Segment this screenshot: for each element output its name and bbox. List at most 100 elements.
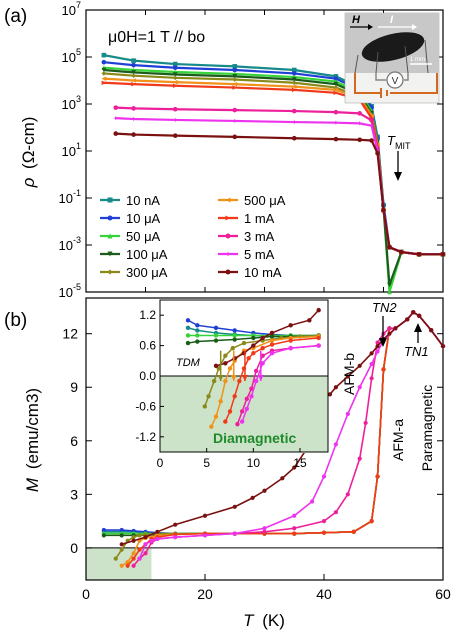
data-point xyxy=(131,70,136,75)
legend-marker xyxy=(225,233,231,239)
series-10-mA xyxy=(113,131,446,257)
tmit-annotation: TMIT xyxy=(387,133,411,181)
y-tick-label: 0 xyxy=(70,540,78,556)
data-point xyxy=(119,547,124,552)
data-point xyxy=(137,556,142,561)
data-point xyxy=(291,108,297,114)
panel-b-y-unit: (emu/cm3) xyxy=(23,388,42,469)
data-point xyxy=(321,530,327,535)
data-point xyxy=(288,345,293,351)
data-point xyxy=(316,335,321,341)
data-point xyxy=(206,394,211,399)
legend-marker xyxy=(225,251,231,257)
inset-series-10-mA xyxy=(213,307,321,369)
data-point xyxy=(195,328,200,333)
tn1-label: TN1 xyxy=(404,344,429,359)
data-point xyxy=(369,138,374,143)
data-point xyxy=(280,476,285,481)
data-point xyxy=(269,338,275,343)
data-point xyxy=(211,378,217,384)
data-point xyxy=(131,78,136,83)
data-point xyxy=(387,244,392,250)
data-point xyxy=(251,335,256,341)
x-tick-label: 40 xyxy=(316,586,332,602)
inset-series-5-mA xyxy=(239,343,321,424)
data-point xyxy=(244,396,249,401)
legend-marker xyxy=(107,233,113,239)
data-point xyxy=(357,385,362,390)
legend-label: 3 mA xyxy=(244,229,275,244)
data-point xyxy=(345,492,350,497)
data-point xyxy=(253,378,259,384)
data-point xyxy=(375,150,380,156)
data-point xyxy=(260,345,265,351)
legend-marker xyxy=(107,215,113,221)
data-point xyxy=(131,551,136,556)
series-line xyxy=(115,106,443,256)
data-point xyxy=(125,560,130,565)
sample-photo-inset: 1 mm V H I xyxy=(344,12,440,104)
data-point xyxy=(416,252,422,257)
data-point xyxy=(239,419,245,424)
data-point xyxy=(195,323,200,328)
legend-marker xyxy=(225,269,231,275)
data-point xyxy=(119,533,124,538)
inset-series-500-μA xyxy=(209,334,321,429)
data-point xyxy=(101,59,107,65)
data-point xyxy=(291,135,297,141)
data-point xyxy=(227,366,233,371)
legend-label: 10 nA xyxy=(126,193,160,208)
data-point xyxy=(216,366,221,371)
data-point xyxy=(269,334,275,339)
data-point xyxy=(202,513,208,518)
inset-series xyxy=(185,307,321,429)
data-point xyxy=(155,536,160,542)
data-point xyxy=(101,527,106,533)
data-point xyxy=(387,326,392,331)
data-point xyxy=(369,361,374,367)
data-point xyxy=(195,339,200,344)
data-point xyxy=(101,80,107,86)
inset-y-tick-label: -1.2 xyxy=(135,430,156,444)
tdm-arrowhead xyxy=(217,374,224,381)
panel-b-x-axis-label: T (K) xyxy=(243,611,285,630)
data-point xyxy=(213,325,219,331)
data-point xyxy=(369,123,374,128)
panel-b-y-axis-label: M (emu/cm3) xyxy=(23,388,42,492)
panel-b: (b) 0 3 6 9 12 0 20 40 60 M (emu/cm3) T (K) AFM-… xyxy=(4,297,451,630)
data-point xyxy=(237,378,242,384)
data-point xyxy=(232,328,237,333)
data-point xyxy=(101,71,107,76)
data-point xyxy=(223,378,228,384)
y-tick-label: 105 xyxy=(62,47,81,65)
data-point xyxy=(269,330,275,336)
data-point xyxy=(131,116,136,122)
data-point xyxy=(232,74,238,79)
afm-b-label: AFM-b xyxy=(341,353,357,395)
legend-label: 500 μA xyxy=(244,193,286,208)
data-point xyxy=(250,495,255,500)
data-point xyxy=(333,109,339,115)
data-point xyxy=(357,456,362,461)
data-point xyxy=(131,81,136,87)
data-point xyxy=(292,526,297,531)
data-point xyxy=(327,392,333,397)
legend-item: 10 nA xyxy=(100,193,160,208)
data-point xyxy=(213,363,219,369)
data-point xyxy=(149,538,154,543)
data-point xyxy=(375,349,380,354)
data-point xyxy=(333,90,339,96)
data-point xyxy=(101,52,107,58)
data-point xyxy=(333,385,338,390)
data-point xyxy=(131,556,136,561)
data-point xyxy=(232,64,238,69)
data-point xyxy=(209,424,214,429)
data-point xyxy=(291,80,297,86)
data-point xyxy=(101,533,106,538)
legend-marker xyxy=(107,269,113,275)
paramagnetic-label: Paramagnetic xyxy=(419,385,435,471)
data-point xyxy=(246,356,251,361)
data-point xyxy=(269,342,275,347)
data-point xyxy=(101,67,107,73)
